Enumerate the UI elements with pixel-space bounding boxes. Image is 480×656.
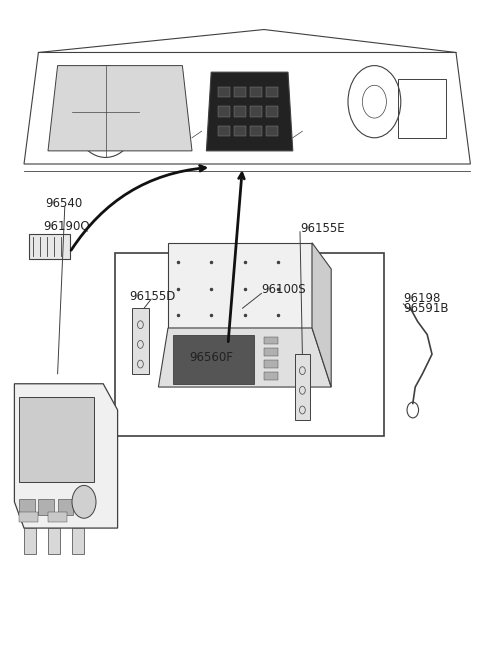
Text: 96100S: 96100S <box>262 283 306 297</box>
Text: 96560F: 96560F <box>190 351 233 364</box>
Bar <box>264 360 278 368</box>
Bar <box>218 106 230 117</box>
Bar <box>19 512 38 522</box>
Bar <box>19 397 94 482</box>
Bar <box>266 126 278 136</box>
Polygon shape <box>158 328 331 387</box>
Polygon shape <box>173 335 254 384</box>
Bar <box>58 499 73 515</box>
Bar <box>295 354 310 420</box>
Bar <box>266 87 278 97</box>
Bar <box>132 308 149 374</box>
Bar <box>218 87 230 97</box>
Text: 96198: 96198 <box>403 292 441 305</box>
Circle shape <box>72 485 96 518</box>
Bar <box>250 87 262 97</box>
Bar <box>266 106 278 117</box>
Bar <box>250 126 262 136</box>
Bar <box>264 372 278 380</box>
Bar <box>29 234 70 259</box>
Text: 96190Q: 96190Q <box>43 220 90 233</box>
Bar <box>24 528 36 554</box>
Text: 96155D: 96155D <box>130 290 176 303</box>
Bar <box>264 348 278 356</box>
Polygon shape <box>312 243 331 387</box>
Text: 96155E: 96155E <box>300 222 345 235</box>
Bar <box>115 253 384 436</box>
Bar <box>72 528 84 554</box>
Bar <box>38 499 54 515</box>
Text: 96591B: 96591B <box>403 302 449 315</box>
Bar <box>48 528 60 554</box>
Bar <box>398 79 446 138</box>
Bar <box>168 243 312 328</box>
Bar <box>234 106 246 117</box>
Bar <box>48 512 67 522</box>
Polygon shape <box>206 72 293 151</box>
Bar <box>19 499 35 515</box>
Bar <box>250 106 262 117</box>
Bar <box>234 126 246 136</box>
Bar <box>218 126 230 136</box>
Polygon shape <box>48 66 192 151</box>
Text: 96540: 96540 <box>46 197 83 210</box>
Bar <box>264 337 278 344</box>
Bar <box>234 87 246 97</box>
Polygon shape <box>14 384 118 528</box>
